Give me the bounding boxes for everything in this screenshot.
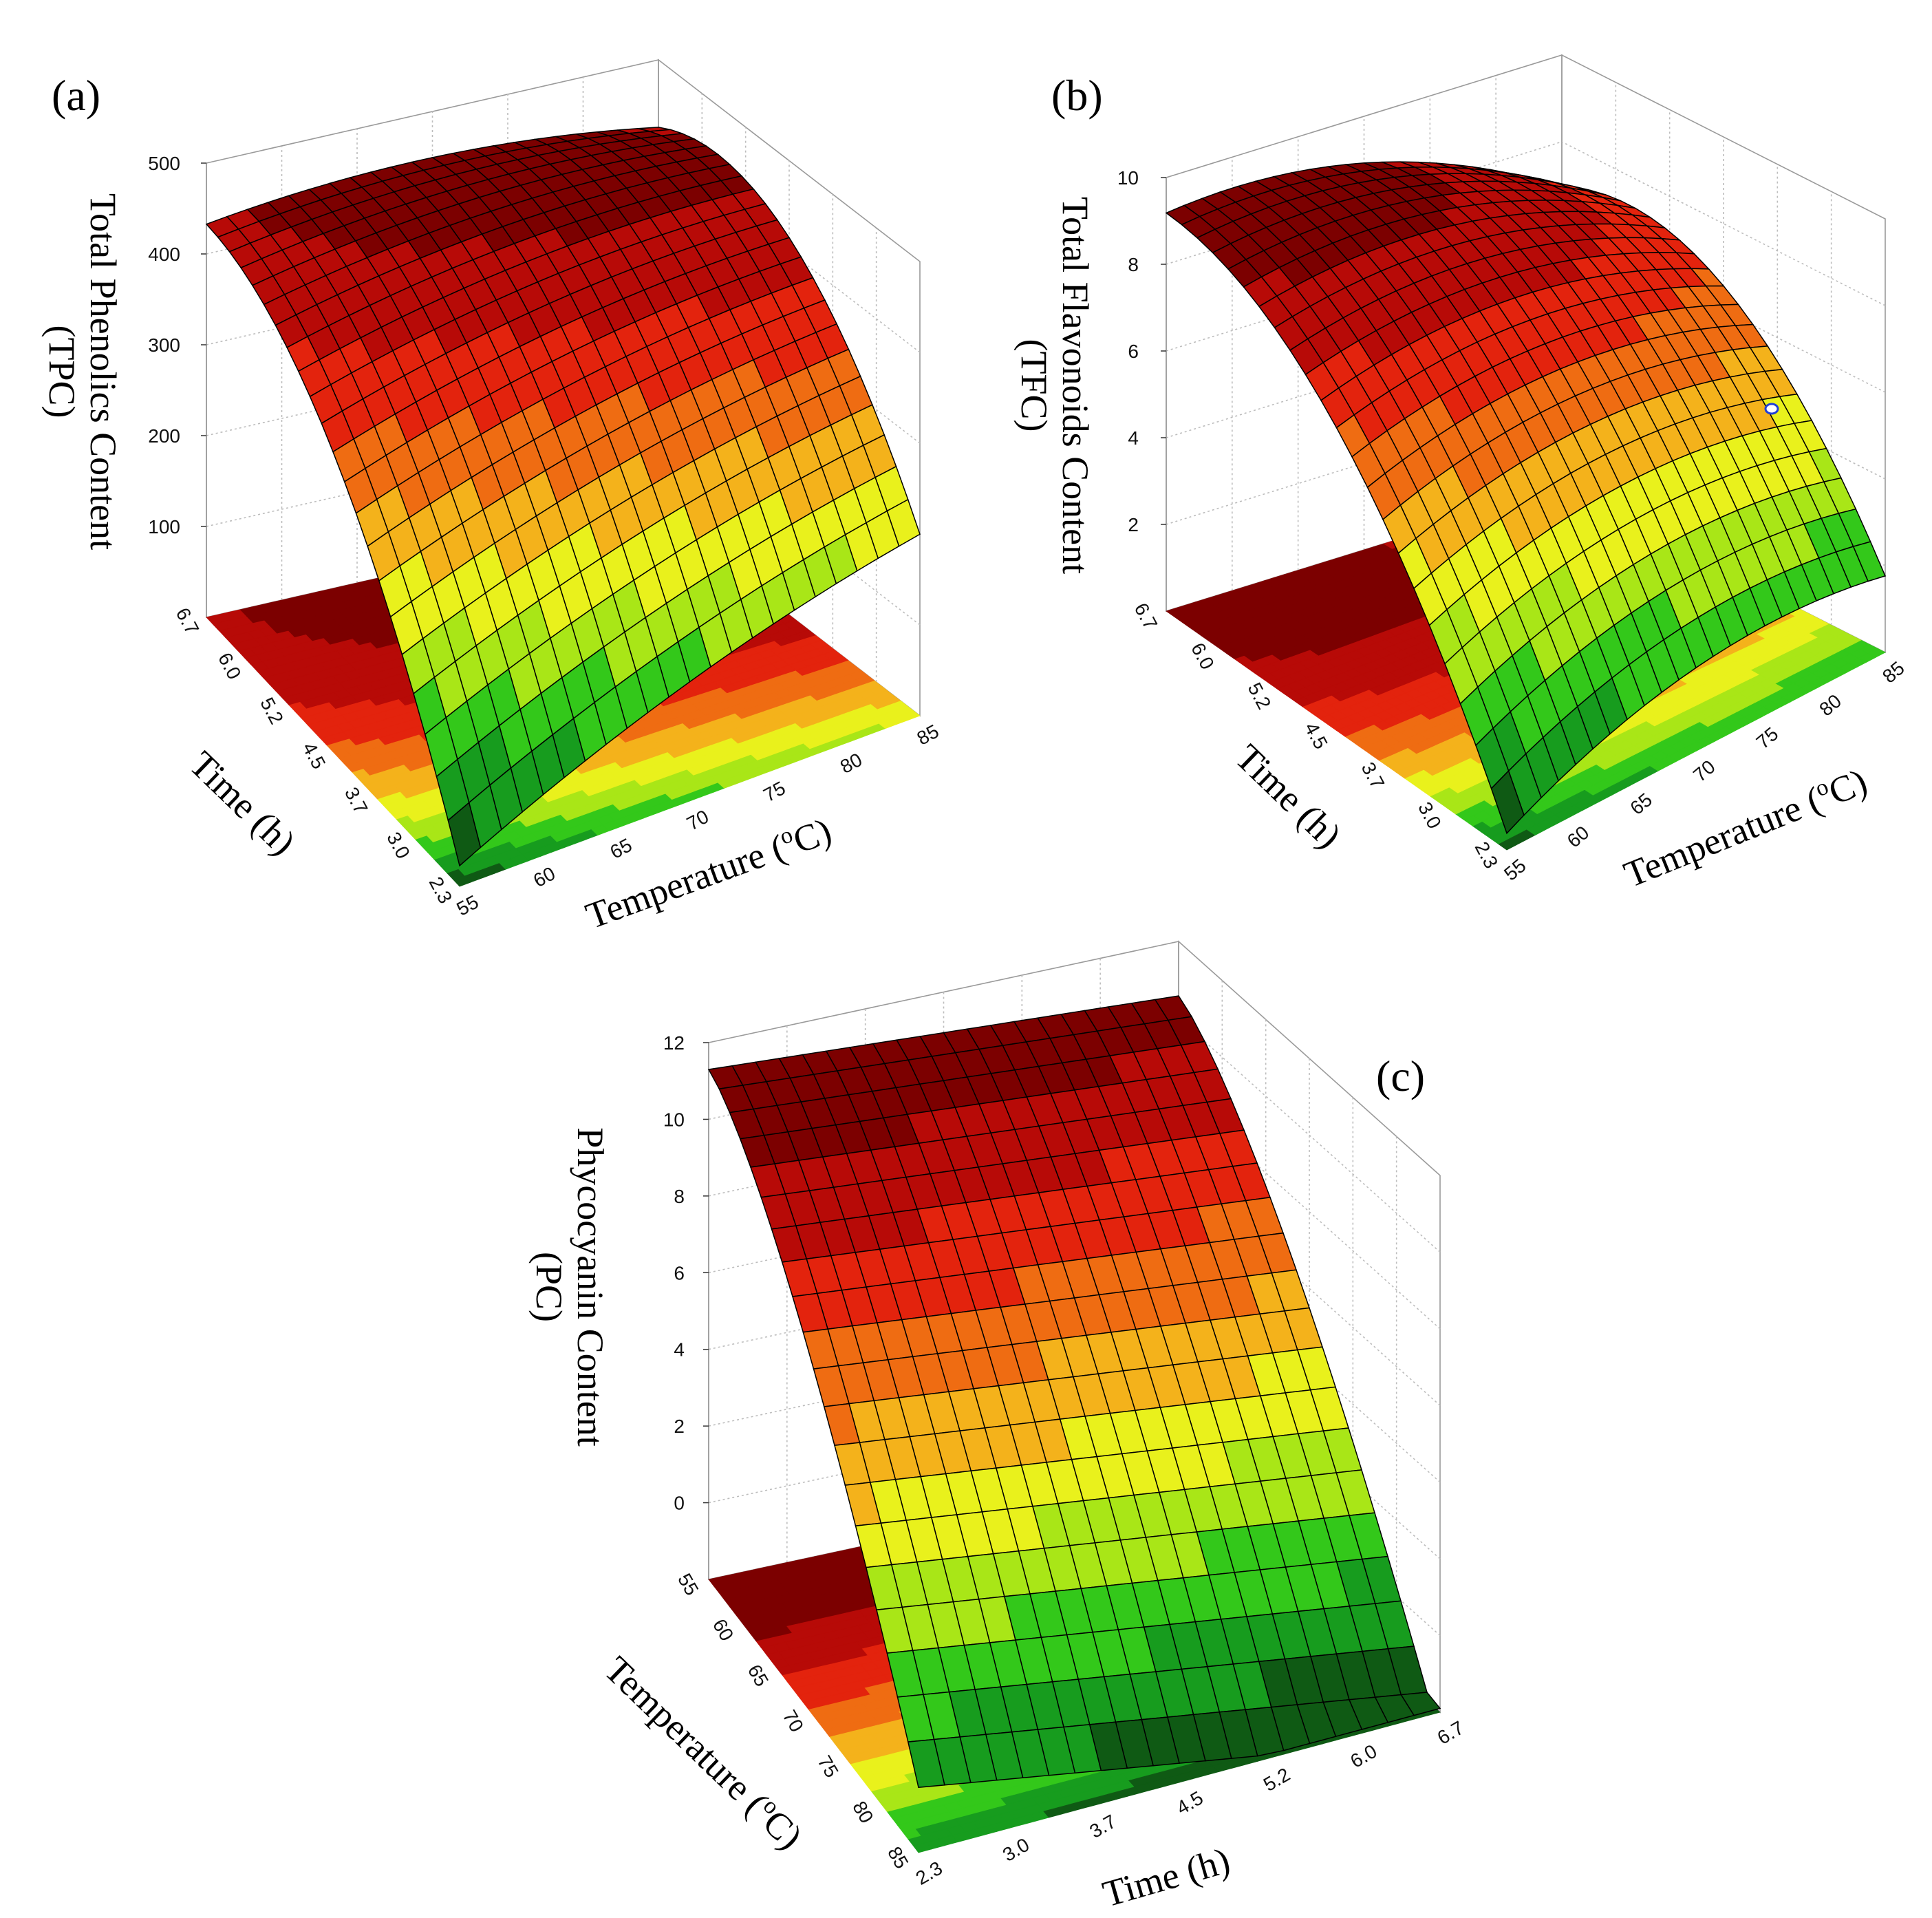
z-tick-label: 8: [674, 1186, 685, 1207]
z-axis-title-line1: Phycocyanin Content: [570, 1127, 611, 1446]
x-axis-title-b-text: Temperature (: [1618, 779, 1827, 895]
y-tick-label: 2.3: [425, 873, 457, 907]
z-tick-label: 4: [1128, 427, 1139, 449]
y-tick-label: 60: [709, 1615, 738, 1644]
optimum-marker: [1764, 403, 1779, 415]
x-tick-label: 60: [530, 862, 559, 891]
x-tick-label: 6.0: [1346, 1740, 1380, 1772]
y-tick-label: 75: [813, 1752, 842, 1781]
z-axis-title-b: Total Flavonoids Content(TFC): [1013, 197, 1096, 574]
z-ticks-b: 2 4 6 8 10: [1117, 167, 1166, 535]
x-tick-label: 65: [607, 834, 636, 863]
panel-c-label: (c): [1376, 1052, 1425, 1100]
panel-b-label: (b): [1051, 71, 1103, 120]
z-tick-label: 400: [148, 244, 180, 265]
x-tick-label: 85: [1878, 657, 1909, 688]
x-tick-label: 65: [1626, 789, 1656, 819]
x-tick-label: 75: [1752, 723, 1783, 754]
panel-a-label: (a): [52, 71, 100, 120]
z-tick-label: 12: [663, 1032, 685, 1054]
y-tick-label: 5.2: [256, 694, 288, 727]
y-tick-label: 70: [779, 1707, 808, 1736]
y-tick-label: 3.7: [341, 784, 372, 818]
x-tick-label: 70: [1689, 756, 1719, 786]
x-tick-label: 55: [453, 891, 482, 920]
surface-cell: [1490, 769, 1525, 835]
x-tick-label: 5.2: [1260, 1764, 1294, 1796]
panel-a-chart: (a) 100 200 300 400 500 55 60 65 70 75 80 85 2.3 3.0 3…: [41, 58, 943, 937]
z-ticks-c: 0 2 4 6 8 10 12: [663, 1032, 709, 1514]
y-tick-label: 65: [744, 1661, 773, 1690]
y-tick-label: 85: [883, 1843, 912, 1872]
z-tick-label: 500: [148, 153, 180, 174]
z-tick-label: 10: [1117, 167, 1139, 189]
z-axis-title-line1: Total Phenolics Content: [83, 193, 124, 550]
x-axis-title-b-unit: C): [1823, 760, 1873, 813]
surface-cell: [447, 801, 482, 867]
x-tick-label: 3.0: [999, 1834, 1033, 1866]
y-axis-title-a: Time (h): [182, 743, 303, 863]
z-tick-label: 6: [674, 1262, 685, 1283]
x-axis-title-a: Temperature (oC): [580, 809, 837, 937]
z-axis-title-line2: (TPC): [41, 326, 83, 418]
y-tick-label: 6.7: [1130, 599, 1162, 633]
x-axis-title-a-unit: C): [788, 810, 837, 862]
z-ticks-a: 100 200 300 400 500: [148, 153, 206, 537]
x-axis-title-c: Time (h): [1098, 1840, 1234, 1915]
surface-cell: [907, 1738, 945, 1789]
z-tick-label: 0: [674, 1493, 685, 1514]
z-tick-label: 100: [148, 516, 180, 537]
x-tick-label: 75: [760, 777, 789, 806]
y-tick-label: 6.0: [214, 649, 246, 683]
z-tick-label: 4: [674, 1339, 685, 1361]
y-tick-label: 6.7: [172, 604, 204, 638]
x-tick-label: 2.3: [912, 1857, 946, 1889]
x-tick-label: 85: [914, 721, 943, 749]
z-axis-title-line1: Total Flavonoids Content: [1055, 197, 1096, 574]
x-tick-label: 70: [683, 806, 712, 835]
y-tick-label: 55: [674, 1570, 702, 1599]
panel-b-chart: (b) 246810556065707580852.33.03.74.55.26…: [1013, 54, 1909, 895]
z-axis-title-line2: (PC): [528, 1252, 570, 1322]
y-axis-title-c: Temperature (oC): [597, 1648, 811, 1857]
z-tick-label: 200: [148, 425, 180, 447]
x-axis-title-b: Temperature (oC): [1618, 760, 1873, 895]
z-axis-title-line2: (TFC): [1013, 339, 1055, 432]
z-tick-label: 2: [674, 1416, 685, 1437]
y-tick-label: 4.5: [299, 739, 330, 773]
x-tick-label: 4.5: [1173, 1787, 1207, 1819]
x-tick-label: 80: [837, 749, 866, 778]
z-tick-label: 300: [148, 334, 180, 356]
x-tick-label: 80: [1815, 690, 1845, 721]
y-tick-label: 80: [848, 1798, 877, 1826]
x-tick-label: 3.7: [1086, 1811, 1119, 1842]
x-tick-label: 60: [1563, 822, 1593, 852]
panel-c-chart: (c) 0 2 4 6 8 10 12 2.3 3.0 3.7 4.5 5.2 6.0 6.7 858075…: [528, 940, 1468, 1915]
z-tick-label: 8: [1128, 254, 1139, 275]
z-axis-title-c: Phycocyanin Content(PC): [528, 1127, 611, 1446]
y-tick-label: 3.0: [383, 829, 414, 862]
z-tick-label: 2: [1128, 514, 1139, 535]
z-axis-title-a: Total Phenolics Content(TPC): [41, 193, 124, 550]
y-axis-title-b: Time (h): [1227, 736, 1349, 856]
z-tick-label: 10: [663, 1109, 685, 1130]
surface-mesh-b: [1165, 161, 1887, 835]
x-tick-label: 6.7: [1434, 1717, 1468, 1749]
z-tick-label: 6: [1128, 341, 1139, 362]
surface-mesh-a: [205, 127, 921, 867]
x-tick-label: 55: [1500, 855, 1530, 885]
surface-mesh-c: [707, 995, 1441, 1789]
